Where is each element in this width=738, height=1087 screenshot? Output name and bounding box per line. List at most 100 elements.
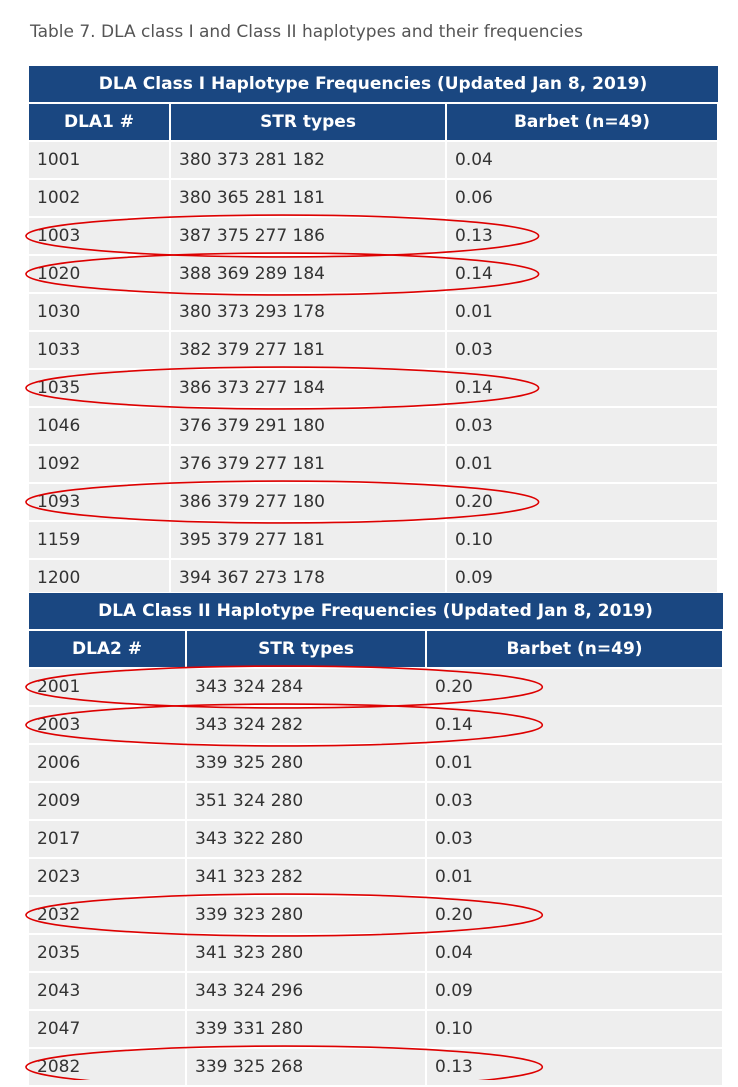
class2-row: 2032 339 323 280 0.20 (27, 895, 725, 935)
frequency-cell: 0.14 (424, 705, 725, 745)
class1-row: 1033 382 379 277 181 0.03 (27, 330, 720, 370)
frequency-cell: 0.20 (444, 482, 720, 522)
str-types-cell: 339 325 280 (185, 743, 427, 783)
frequency-cell: 0.03 (424, 819, 725, 859)
dla-id-cell: 1003 (27, 216, 171, 256)
dla-id-cell: 2017 (27, 819, 187, 859)
frequency-cell: 0.01 (444, 292, 720, 332)
str-types-cell: 376 379 277 181 (169, 444, 447, 484)
dla-id-cell: 1002 (27, 178, 171, 218)
str-types-cell: 380 373 281 182 (169, 140, 447, 180)
dla-id-cell: 2082 (27, 1047, 187, 1087)
dla-id-cell: 1033 (27, 330, 171, 370)
class1-body: 1001 380 373 281 182 0.04 1002 380 365 281 1… (27, 140, 720, 598)
class2-row: 2047 339 331 280 0.10 (27, 1009, 725, 1049)
frequency-cell: 0.13 (424, 1047, 725, 1087)
dla-id-cell: 2001 (27, 667, 187, 707)
str-types-cell: 343 324 282 (185, 705, 427, 745)
dla-id-cell: 2032 (27, 895, 187, 935)
dla-id-cell: 2047 (27, 1009, 187, 1049)
dla-id-cell: 1092 (27, 444, 171, 484)
frequency-cell: 0.06 (444, 178, 720, 218)
str-types-cell: 387 375 277 186 (169, 216, 447, 256)
class1-row: 1093 386 379 277 180 0.20 (27, 482, 720, 522)
class2-row: 2017 343 322 280 0.03 (27, 819, 725, 859)
class2-row: 2082 339 325 268 0.13 (27, 1047, 725, 1087)
dla-id-cell: 2035 (27, 933, 187, 973)
class1-row: 1020 388 369 289 184 0.14 (27, 254, 720, 294)
frequency-cell: 0.04 (444, 140, 720, 180)
dla-id-cell: 1001 (27, 140, 171, 180)
class2-row: 2035 341 323 280 0.04 (27, 933, 725, 973)
class2-title: DLA Class II Haplotype Frequencies (Upda… (27, 592, 724, 631)
dla-id-cell: 2023 (27, 857, 187, 897)
frequency-cell: 0.14 (444, 254, 720, 294)
class1-row: 1001 380 373 281 182 0.04 (27, 140, 720, 180)
str-types-cell: 388 369 289 184 (169, 254, 447, 294)
class1-row: 1030 380 373 293 178 0.01 (27, 292, 720, 332)
frequency-cell: 0.09 (424, 971, 725, 1011)
frequency-cell: 0.20 (424, 667, 725, 707)
str-types-cell: 380 373 293 178 (169, 292, 447, 332)
dla-id-cell: 1030 (27, 292, 171, 332)
frequency-cell: 0.03 (444, 330, 720, 370)
table-caption: Table 7. DLA class I and Class II haplot… (30, 22, 583, 42)
dla-id-cell: 1046 (27, 406, 171, 446)
class2-row: 2003 343 324 282 0.14 (27, 705, 725, 745)
class1-row: 1002 380 365 281 181 0.06 (27, 178, 720, 218)
frequency-cell: 0.13 (444, 216, 720, 256)
dla-id-cell: 1200 (27, 558, 171, 598)
class1-table: DLA Class I Haplotype Frequencies (Updat… (27, 65, 720, 598)
str-types-cell: 382 379 277 181 (169, 330, 447, 370)
class1-row: 1200 394 367 273 178 0.09 (27, 558, 720, 598)
str-types-cell: 339 331 280 (185, 1009, 427, 1049)
frequency-cell: 0.03 (444, 406, 720, 446)
str-types-cell: 339 323 280 (185, 895, 427, 935)
dla-id-cell: 2009 (27, 781, 187, 821)
class1-row: 1003 387 375 277 186 0.13 (27, 216, 720, 256)
str-types-cell: 339 325 268 (185, 1047, 427, 1087)
class1-row: 1035 386 373 277 184 0.14 (27, 368, 720, 408)
frequency-cell: 0.04 (424, 933, 725, 973)
class1-row: 1159 395 379 277 181 0.10 (27, 520, 720, 560)
dla-id-cell: 2043 (27, 971, 187, 1011)
dla-id-cell: 1020 (27, 254, 171, 294)
frequency-cell: 0.10 (444, 520, 720, 560)
str-types-cell: 380 365 281 181 (169, 178, 447, 218)
str-types-cell: 343 322 280 (185, 819, 427, 859)
class2-header-freq: Barbet (n=49) (424, 629, 725, 669)
class2-header-str: STR types (185, 629, 427, 669)
str-types-cell: 341 323 282 (185, 857, 427, 897)
class1-header-dla: DLA1 # (27, 102, 171, 142)
class2-row: 2009 351 324 280 0.03 (27, 781, 725, 821)
class2-body: 2001 343 324 284 0.20 2003 343 324 282 0.14 20… (27, 667, 725, 1087)
frequency-cell: 0.20 (424, 895, 725, 935)
dla-id-cell: 1093 (27, 482, 171, 522)
class1-row: 1046 376 379 291 180 0.03 (27, 406, 720, 446)
str-types-cell: 386 379 277 180 (169, 482, 447, 522)
frequency-cell: 0.03 (424, 781, 725, 821)
dla-id-cell: 1159 (27, 520, 171, 560)
class2-row: 2006 339 325 280 0.01 (27, 743, 725, 783)
frequency-cell: 0.01 (444, 444, 720, 484)
class2-row: 2001 343 324 284 0.20 (27, 667, 725, 707)
dla-id-cell: 2003 (27, 705, 187, 745)
frequency-cell: 0.10 (424, 1009, 725, 1049)
str-types-cell: 343 324 284 (185, 667, 427, 707)
class1-title: DLA Class I Haplotype Frequencies (Updat… (27, 65, 719, 104)
str-types-cell: 351 324 280 (185, 781, 427, 821)
class1-header-str: STR types (169, 102, 447, 142)
class2-table: DLA Class II Haplotype Frequencies (Upda… (27, 592, 725, 1087)
str-types-cell: 386 373 277 184 (169, 368, 447, 408)
class1-row: 1092 376 379 277 181 0.01 (27, 444, 720, 484)
class1-header-freq: Barbet (n=49) (444, 102, 720, 142)
class2-header-dla: DLA2 # (27, 629, 187, 669)
frequency-cell: 0.01 (424, 857, 725, 897)
frequency-cell: 0.14 (444, 368, 720, 408)
dla-id-cell: 2006 (27, 743, 187, 783)
class2-row: 2023 341 323 282 0.01 (27, 857, 725, 897)
str-types-cell: 395 379 277 181 (169, 520, 447, 560)
str-types-cell: 341 323 280 (185, 933, 427, 973)
str-types-cell: 376 379 291 180 (169, 406, 447, 446)
dla-id-cell: 1035 (27, 368, 171, 408)
